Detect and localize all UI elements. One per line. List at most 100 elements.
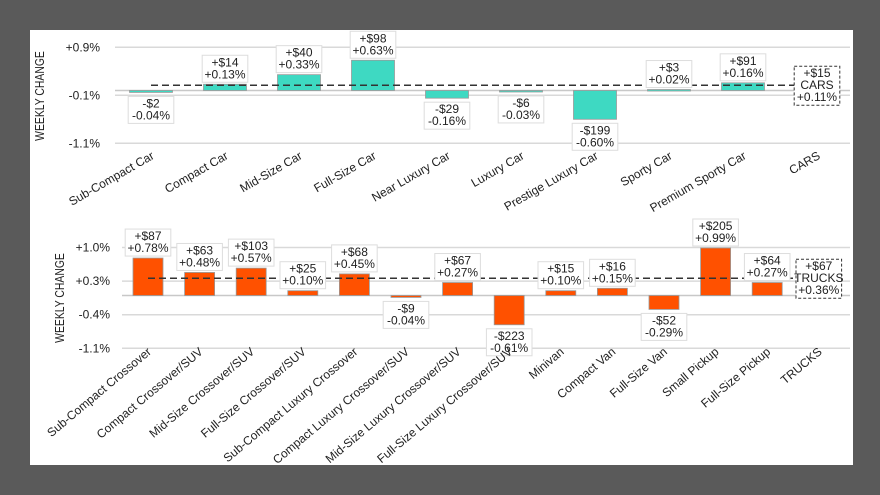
x-category-label: Compact Car: [162, 148, 230, 195]
data-label-text: +$91: [729, 54, 756, 68]
data-label-box: [692, 218, 739, 247]
y-tick-label: +0.9%: [66, 40, 101, 54]
data-label-box: [124, 228, 172, 257]
data-label-text: -$29: [435, 102, 459, 116]
data-label-text: -0.61%: [490, 341, 528, 355]
data-label-text: +0.99%: [695, 231, 736, 245]
data-label-text: -0.03%: [502, 108, 540, 122]
data-label-text: +0.63%: [352, 43, 393, 57]
x-category-label: CARS: [787, 148, 823, 177]
data-label-box: [485, 328, 533, 357]
bar: [132, 257, 164, 296]
data-label-box: [571, 122, 619, 151]
bar: [184, 272, 216, 296]
aggregate-label-text: +$67: [805, 259, 832, 273]
aggregate-label-text: +0.36%: [798, 283, 839, 297]
y-tick-label: -0.4%: [79, 308, 111, 322]
x-category-label: Mid-Size Car: [237, 148, 304, 195]
data-label-text: +0.16%: [722, 66, 763, 80]
data-label-text: +$98: [359, 31, 386, 45]
y-tick-label: -1.1%: [69, 136, 101, 150]
data-label-box: [349, 30, 397, 59]
aggregate-label-text: +$15: [803, 66, 830, 80]
x-category-label: Sporty Car: [618, 148, 675, 189]
y-tick-label: -0.1%: [69, 88, 101, 102]
data-label-text: -0.04%: [387, 313, 425, 327]
data-label-text: -0.60%: [576, 135, 614, 149]
data-label-box: [640, 312, 688, 341]
y-axis-label: WEEKLY CHANGE: [33, 51, 47, 141]
data-label-box: [589, 258, 636, 287]
data-label-text: +0.10%: [540, 274, 581, 288]
data-label-text: -$52: [652, 313, 676, 327]
bar: [425, 90, 469, 99]
data-label-text: +$16: [599, 259, 626, 273]
aggregate-label-text: +0.11%: [797, 90, 837, 104]
x-category-label: TRUCKS: [778, 345, 825, 387]
data-label-text: +$68: [341, 245, 368, 259]
data-label-box: [176, 242, 223, 271]
data-label-text: +0.57%: [231, 251, 272, 265]
data-label-text: +$103: [234, 239, 268, 253]
data-label-box: [279, 261, 327, 290]
aggregate-label-text: CARS: [800, 78, 833, 92]
bar: [545, 290, 577, 296]
bar: [647, 89, 691, 92]
data-label-box: [331, 244, 378, 273]
data-label-text: +0.45%: [334, 257, 375, 271]
data-label-text: +0.48%: [179, 255, 220, 269]
data-label-box: [719, 53, 767, 82]
data-label-box: [201, 54, 249, 83]
data-label-text: +$67: [444, 254, 471, 268]
data-label-box: [227, 238, 275, 267]
bar: [573, 90, 617, 120]
bar: [648, 295, 680, 310]
data-label-text: -0.04%: [132, 108, 170, 122]
data-label-box: [382, 300, 430, 329]
data-label-box: [743, 253, 791, 282]
data-label-box: [645, 60, 693, 89]
data-label-text: +$205: [699, 219, 733, 233]
data-label-text: +0.10%: [282, 274, 323, 288]
bar: [338, 273, 370, 296]
x-category-label: Full-Size Car: [311, 148, 378, 195]
y-tick-label: +0.3%: [76, 274, 111, 288]
bar: [203, 83, 247, 91]
data-label-text: -0.29%: [645, 325, 683, 339]
y-tick-label: -1.1%: [79, 341, 111, 355]
data-label-text: -$9: [397, 301, 415, 315]
aggregate-label-text: TRUCKS: [794, 271, 843, 285]
data-label-text: +$25: [289, 262, 316, 276]
bar: [235, 267, 267, 296]
bar: [493, 295, 525, 326]
data-label-text: +0.15%: [592, 271, 633, 285]
data-label-text: +$3: [659, 61, 680, 75]
data-label-text: +0.02%: [648, 73, 689, 87]
bar: [721, 82, 765, 91]
bar: [287, 290, 319, 296]
data-label-text: +0.33%: [278, 58, 319, 72]
data-label-text: +$40: [285, 46, 312, 60]
data-label-text: +0.78%: [127, 241, 168, 255]
aggregate-label-box: [795, 258, 843, 299]
bar: [700, 247, 731, 296]
data-label-text: -0.16%: [428, 114, 466, 128]
data-label-box: [423, 101, 471, 130]
data-label-text: +0.27%: [437, 266, 478, 280]
y-tick-label: +1.0%: [76, 241, 111, 255]
data-label-text: -$199: [580, 123, 611, 137]
data-label-text: +0.27%: [747, 266, 788, 280]
data-label-box: [127, 95, 175, 124]
data-label-text: -$223: [494, 329, 525, 343]
data-label-box: [537, 261, 585, 290]
data-label-text: -$2: [142, 96, 160, 110]
data-label-text: +$15: [547, 262, 574, 276]
bar: [751, 282, 783, 296]
bar: [129, 90, 173, 93]
data-label-text: +$14: [211, 55, 238, 69]
bar: [277, 74, 321, 91]
data-label-box: [434, 253, 481, 282]
data-label-text: +0.13%: [204, 67, 245, 81]
x-category-label: Sub-Compact Car: [66, 148, 156, 208]
